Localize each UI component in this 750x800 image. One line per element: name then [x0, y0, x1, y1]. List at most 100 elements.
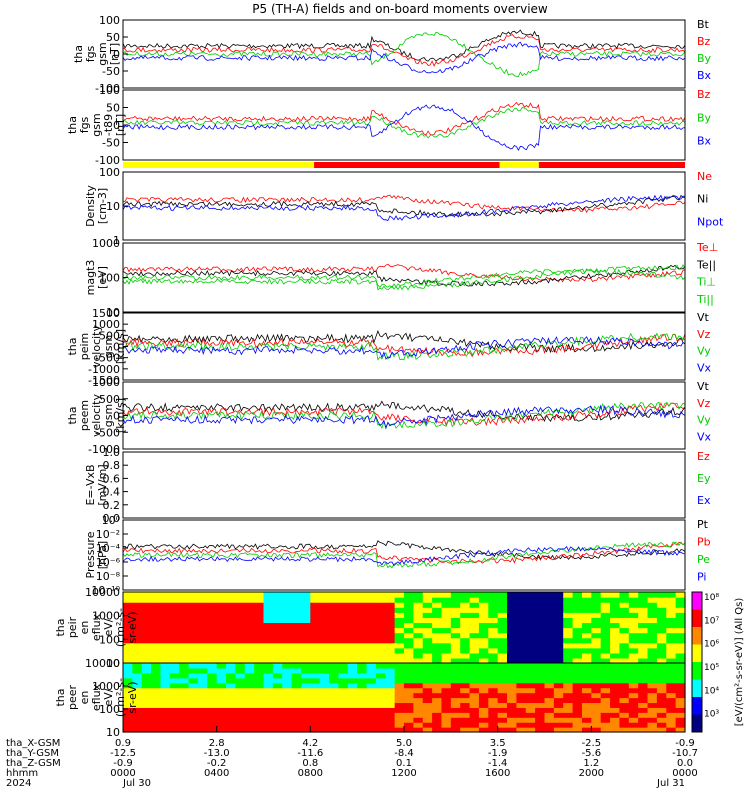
spectrogram-cell: [329, 622, 340, 629]
spectrogram-cell: [254, 632, 265, 639]
state-bar-segment: [314, 162, 500, 168]
spectrogram-cell: [516, 712, 527, 718]
spectrogram-cell: [385, 642, 396, 649]
spectrogram-cell: [394, 677, 405, 684]
spectrogram-cell: [441, 652, 452, 659]
spectrogram-cell: [638, 697, 649, 704]
spectrogram-cell: [535, 597, 546, 603]
footer-value: -1.4: [488, 758, 508, 769]
spectrogram-cell: [628, 592, 639, 598]
spectrogram-cell: [197, 597, 208, 603]
colorbar-tick-label: 10⁷: [704, 616, 719, 626]
spectrogram-cell: [357, 692, 368, 699]
spectrogram-cell: [656, 677, 667, 684]
spectrogram-cell: [460, 672, 471, 679]
spectrogram-cell: [263, 677, 274, 684]
spectrogram-cell: [244, 692, 255, 699]
y-tick-label: 1000: [92, 610, 120, 623]
spectrogram-cell: [572, 632, 583, 639]
spectrogram-cell: [441, 602, 452, 608]
footer-value: 0.1: [396, 758, 412, 769]
colorbar-label: [eV/(cm²-s-sr-eV)] (All Qs): [734, 598, 745, 727]
spectrogram-cell: [310, 697, 321, 704]
spectrogram-cell: [347, 702, 358, 708]
spectrogram-cell: [460, 697, 471, 704]
spectrogram-cell: [282, 622, 293, 629]
spectrogram-cell: [422, 672, 433, 679]
spectrogram-cell: [197, 667, 208, 674]
spectrogram-cell: [357, 712, 368, 718]
spectrogram-cell: [460, 667, 471, 674]
spectrogram-cell: [300, 592, 311, 598]
y-tick-label: 10⁰: [102, 514, 121, 527]
spectrogram-cell: [404, 607, 414, 613]
spectrogram-cell: [329, 607, 340, 613]
spectrogram-cell: [478, 597, 489, 603]
spectrogram-cell: [263, 657, 274, 664]
spectrogram-cell: [544, 642, 555, 649]
spectrogram-cell: [628, 652, 639, 659]
spectrogram-cell: [123, 647, 133, 654]
spectrogram-cell: [666, 642, 677, 649]
spectrogram-cell: [254, 663, 265, 669]
spectrogram-cell: [525, 682, 536, 689]
spectrogram-cell: [394, 637, 405, 644]
spectrogram-cell: [188, 667, 199, 674]
spectrogram-cell: [226, 727, 236, 733]
spectrogram-cell: [179, 722, 190, 728]
spectrogram-cell: [507, 602, 517, 608]
spectrogram-cell: [553, 652, 564, 659]
spectrogram-cell: [553, 692, 564, 699]
spectrogram-cell: [300, 637, 311, 644]
spectrogram-cell: [404, 592, 414, 598]
spectrogram-cell: [497, 702, 508, 708]
colorbar-tick-label: 10³: [704, 710, 719, 720]
spectrogram-cell: [497, 627, 508, 634]
series-trace-Npot: [122, 194, 686, 222]
spectrogram-cell: [291, 612, 302, 618]
spectrogram-cell: [319, 672, 330, 679]
spectrogram-cell: [675, 687, 686, 694]
spectrogram-cell: [160, 647, 171, 654]
footer-row-label: tha_Z-GSM: [6, 758, 61, 769]
spectrogram-cell: [347, 717, 358, 723]
spectrogram-cell: [591, 637, 602, 644]
spectrogram-cell: [525, 702, 536, 708]
spectrogram-cell: [197, 692, 208, 699]
spectrogram-cell: [488, 663, 499, 669]
spectrogram-cell: [666, 617, 677, 624]
spectrogram-cell: [675, 627, 686, 634]
spectrogram-cell: [600, 637, 611, 644]
spectrogram-cell: [263, 702, 274, 708]
spectrogram-cell: [197, 687, 208, 694]
spectrogram-cell: [619, 637, 630, 644]
spectrogram-cell: [525, 707, 536, 713]
spectrogram-cell: [123, 712, 133, 718]
spectrogram-cell: [169, 692, 180, 699]
spectrogram-cell: [619, 663, 630, 669]
spectrogram-cell: [282, 627, 293, 634]
spectrogram-cell: [478, 712, 489, 718]
spectrogram-cell: [600, 647, 611, 654]
spectrogram-cell: [675, 657, 686, 664]
spectrogram-cell: [488, 622, 499, 629]
spectrogram-cell: [600, 657, 611, 664]
spectrogram-cell: [413, 717, 424, 723]
spectrogram-cell: [404, 672, 414, 679]
spectrogram-cell: [197, 647, 208, 654]
spectrogram-cell: [581, 647, 592, 654]
spectrogram-cell: [516, 667, 527, 674]
spectrogram-cell: [544, 632, 555, 639]
spectrogram-cell: [310, 677, 321, 684]
spectrogram-cell: [179, 697, 190, 704]
y-tick-label: 10⁻¹⁰: [91, 584, 120, 597]
spectrogram-cell: [207, 632, 218, 639]
spectrogram-cell: [366, 712, 377, 718]
spectrogram-cell: [488, 592, 499, 598]
spectrogram-cell: [460, 612, 471, 618]
spectrogram-cell: [563, 677, 574, 684]
spectrogram-cell: [216, 617, 227, 624]
spectrogram-cell: [478, 642, 489, 649]
spectrogram-cell: [591, 597, 602, 603]
